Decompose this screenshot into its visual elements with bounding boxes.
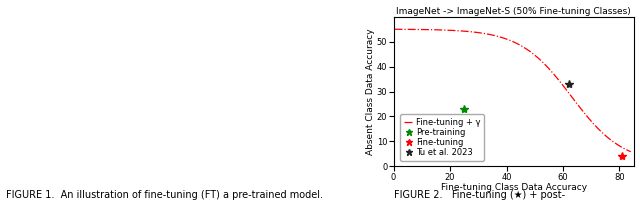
Legend: Fine-tuning + γ, Pre-training, Fine-tuning, Tu et al. 2023: Fine-tuning + γ, Pre-training, Fine-tuni… xyxy=(400,114,484,161)
Title: ImageNet -> ImageNet-S (50% Fine-tuning Classes): ImageNet -> ImageNet-S (50% Fine-tuning … xyxy=(396,7,631,16)
Text: FIGURE 1.  An illustration of fine-tuning (FT) a pre-trained model.: FIGURE 1. An illustration of fine-tuning… xyxy=(6,190,323,200)
X-axis label: Fine-tuning Class Data Accuracy: Fine-tuning Class Data Accuracy xyxy=(440,183,587,192)
Text: FIGURE 2.   Fine-tuning (★) + post-: FIGURE 2. Fine-tuning (★) + post- xyxy=(394,190,564,200)
Y-axis label: Absent Class Data Accuracy: Absent Class Data Accuracy xyxy=(366,28,375,155)
